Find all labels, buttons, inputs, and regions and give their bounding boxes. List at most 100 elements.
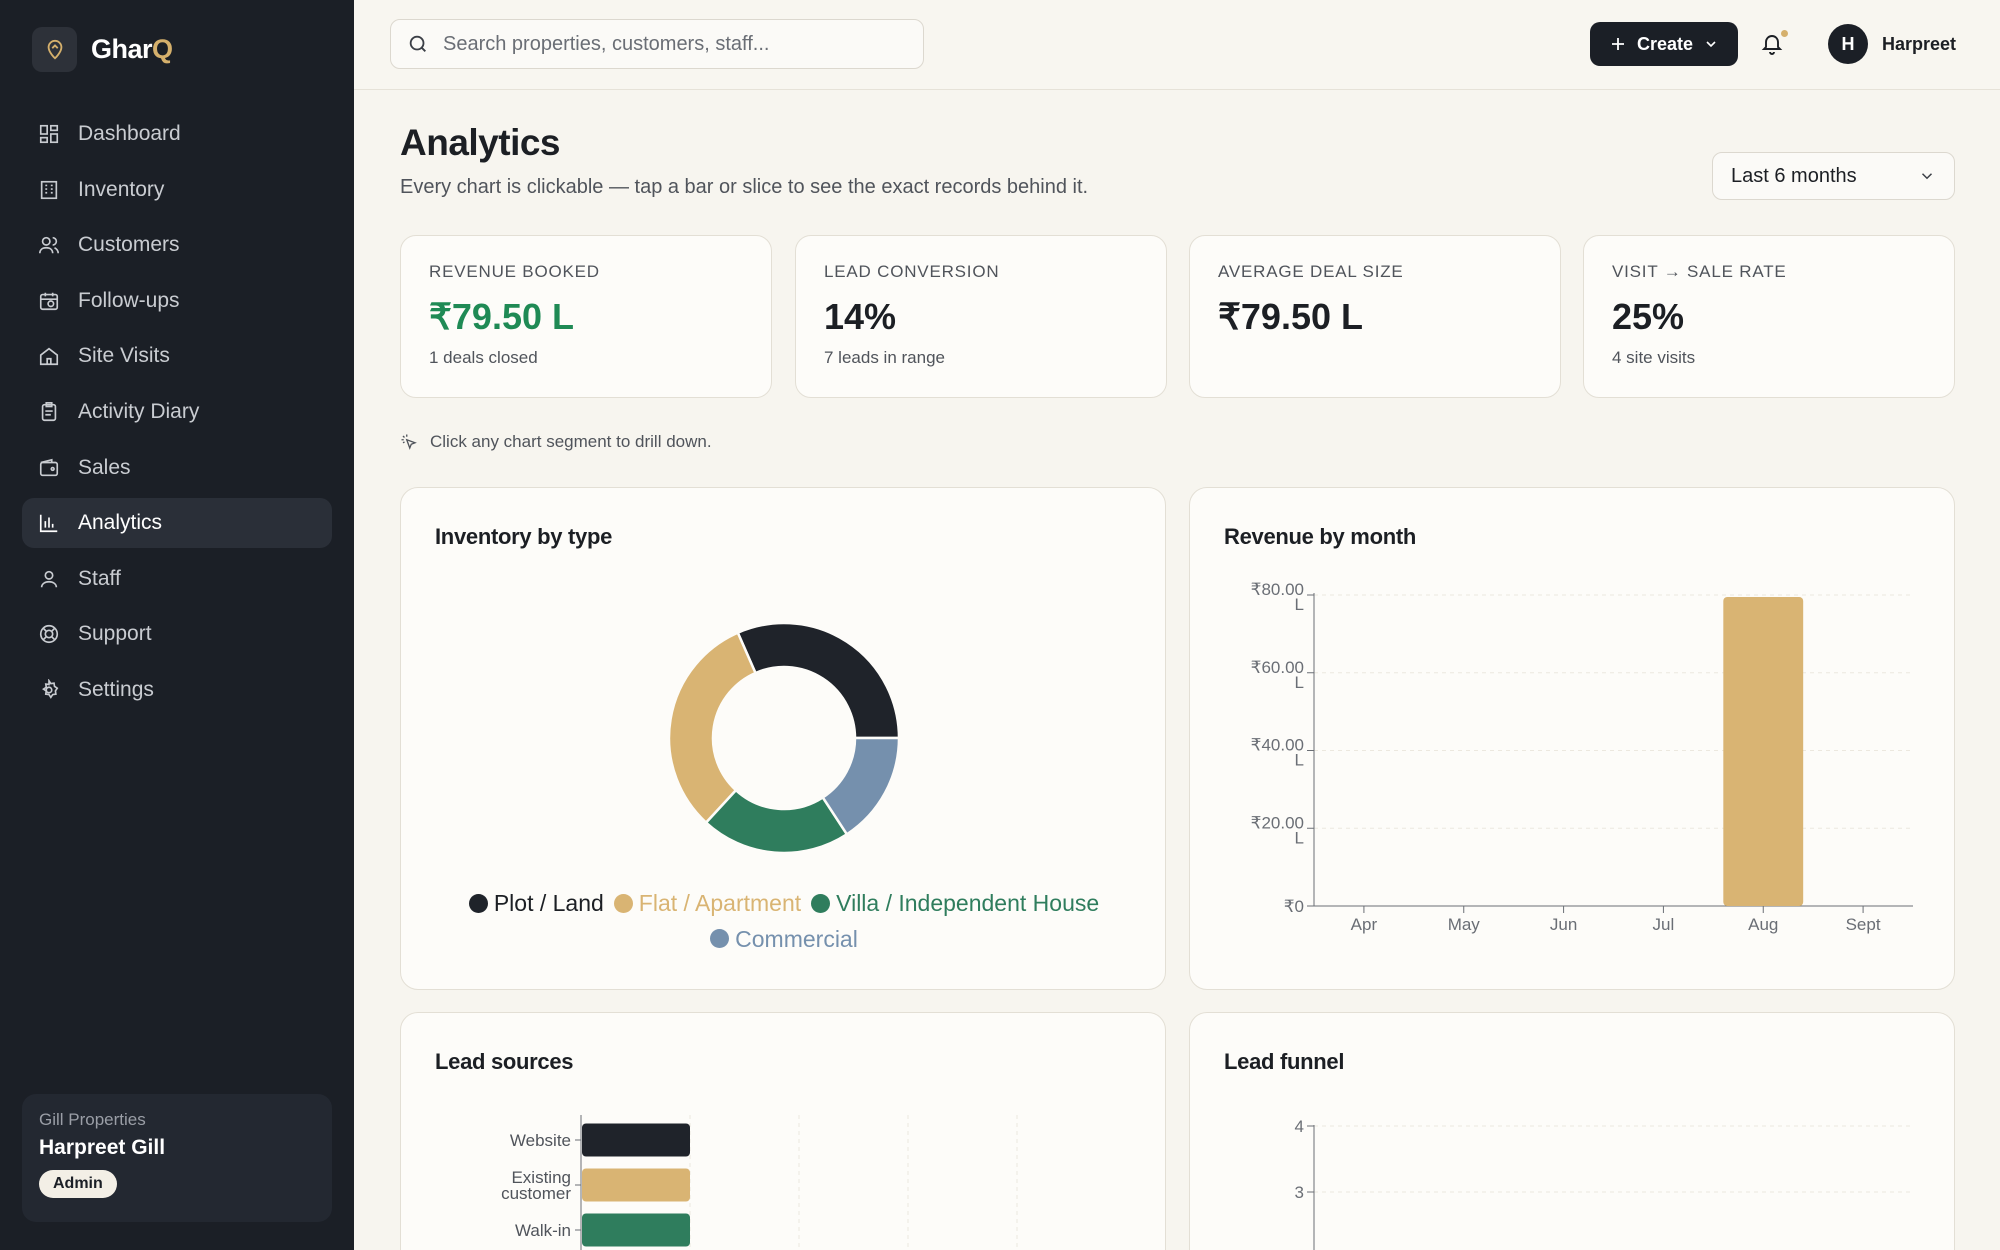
search-box[interactable] [390, 19, 924, 69]
topbar: Create H Harpreet [354, 0, 2000, 90]
card-title: Inventory by type [435, 524, 613, 549]
x-tick-label: Aug [1748, 915, 1778, 934]
sidebar-item-label: Settings [78, 677, 154, 701]
sidebar-item-sales[interactable]: Sales [22, 443, 332, 493]
page-subtitle: Every chart is clickable — tap a bar or … [400, 176, 1089, 198]
clipboard-icon [41, 401, 57, 422]
kpi-value: ₹79.50 L [1218, 296, 1363, 337]
sidebar-item-follow-ups[interactable]: Follow-ups [22, 276, 332, 326]
notifications-button[interactable] [1760, 30, 1788, 58]
card-title: Lead funnel [1224, 1049, 1345, 1074]
bell-icon [1761, 35, 1783, 55]
sidebar-item-site-visits[interactable]: Site Visits [22, 331, 332, 381]
kpi-label: AVERAGE DEAL SIZE [1218, 262, 1404, 281]
sidebar-item-label: Inventory [78, 177, 165, 201]
legend-item-plot-land[interactable]: Plot / Land [468, 886, 604, 920]
kpi-value: ₹79.50 L [429, 296, 574, 337]
card-title: Lead sources [435, 1049, 574, 1074]
bar-aug[interactable] [1723, 596, 1804, 906]
y-tick-label: ₹20.00 L [1251, 813, 1304, 847]
kpi-label: VISIT → SALE RATE [1612, 262, 1787, 281]
donut-slice-flat-apartment[interactable] [667, 631, 758, 825]
bar-website[interactable] [582, 1123, 690, 1157]
kpi-subtext: 4 site visits [1612, 348, 1696, 367]
sidebar-item-inventory[interactable]: Inventory [22, 165, 332, 215]
sidebar-item-label: Dashboard [78, 122, 181, 145]
org-card[interactable]: Gill Properties Harpreet Gill Admin [22, 1094, 332, 1222]
sidebar-item-label: Follow-ups [78, 288, 180, 312]
sidebar-item-label: Site Visits [78, 344, 170, 368]
brand[interactable]: GharQ [32, 27, 173, 72]
x-tick-label: Jun [1550, 915, 1577, 934]
sidebar-item-label: Activity Diary [78, 399, 200, 423]
gear-icon [42, 678, 59, 699]
sidebar-item-label: Staff [78, 566, 121, 590]
card-title: Revenue by month [1224, 524, 1417, 549]
search-icon [409, 35, 426, 52]
x-tick-label: Jul [1653, 915, 1675, 934]
kpi-subtext: 7 leads in range [824, 348, 945, 367]
y-tick-label: ₹40.00 L [1251, 736, 1304, 770]
y-tick-label: Existing customer [501, 1168, 571, 1203]
lead-sources-card: Lead sources Website Existing customer Walk… [400, 1012, 1166, 1250]
date-range-select[interactable]: Last 6 months [1712, 152, 1955, 200]
chevron-down-icon [1921, 173, 1933, 180]
legend-item-commercial[interactable]: Commercial [710, 922, 858, 956]
legend-item-flat-apartment[interactable]: Flat / Apartment [613, 886, 802, 920]
sidebar-item-analytics[interactable]: Analytics [22, 498, 332, 549]
sidebar-item-customers[interactable]: Customers [22, 220, 332, 270]
kpi-label: REVENUE BOOKED [429, 262, 600, 281]
sidebar-item-label: Customers [78, 233, 180, 257]
users-icon [39, 237, 59, 254]
pointer-click-icon [401, 434, 417, 450]
sidebar-item-label: Sales [78, 455, 131, 479]
sidebar-item-support[interactable]: Support [22, 609, 332, 659]
user-menu[interactable]: H Harpreet [1828, 24, 1956, 64]
avatar: H [1828, 24, 1868, 64]
legend-swatch [613, 893, 633, 913]
plus-icon [1611, 38, 1624, 50]
drilldown-hint: Click any chart segment to drill down. [400, 432, 712, 452]
inventory-legend: Plot / Land Flat / Apartment Villa / Indep… [401, 886, 1165, 957]
legend-item-villa-independent-house[interactable]: Villa / Independent House [811, 886, 1099, 920]
sidebar-nav: Dashboard Inventory Customers Follow-ups… [22, 109, 332, 721]
chevron-down-icon [1706, 41, 1716, 48]
building-icon [40, 180, 58, 199]
y-tick-label: ₹0 [1284, 897, 1304, 916]
donut-slice-plot-land[interactable] [736, 621, 901, 740]
logo-icon [32, 27, 77, 72]
sidebar-item-settings[interactable]: Settings [22, 665, 332, 715]
home-icon [39, 347, 59, 366]
y-tick-label: Website [510, 1131, 571, 1150]
kpi-card-average-deal-size[interactable]: AVERAGE DEAL SIZE ₹79.50 L [1189, 235, 1561, 398]
lifebuoy-icon [39, 625, 59, 644]
kpi-card-revenue[interactable]: REVENUE BOOKED ₹79.50 L 1 deals closed [400, 235, 772, 398]
bar-existing-customer[interactable] [582, 1168, 690, 1202]
inventory-by-type-card: Inventory by type Plot / Land Flat / Apar… [400, 487, 1166, 990]
lead-sources-bar-chart: Website Existing customer Walk-in [501, 1115, 1018, 1250]
legend-label: Plot / Land [493, 890, 604, 916]
search-input[interactable] [443, 32, 903, 56]
role-badge: Admin [39, 1170, 117, 1198]
create-button[interactable]: Create [1590, 22, 1738, 66]
sidebar-item-staff[interactable]: Staff [22, 554, 332, 604]
bar-chart-icon [39, 514, 58, 533]
org-name: Gill Properties [39, 1110, 146, 1129]
y-tick-label: ₹80.00 L [1251, 580, 1304, 614]
kpi-card-visit-sale-rate[interactable]: VISIT → SALE RATE 25% 4 site visits [1583, 235, 1955, 398]
calendar-clock-icon [39, 292, 59, 310]
donut-slice-commercial[interactable] [821, 736, 901, 837]
legend-swatch [468, 893, 488, 913]
legend-label: Flat / Apartment [638, 890, 802, 916]
sidebar-item-activity-diary[interactable]: Activity Diary [22, 387, 332, 437]
bar-walk-in[interactable] [582, 1213, 690, 1247]
sidebar-item-label: Analytics [78, 511, 163, 535]
revenue-bar-chart: ₹0 ₹20.00 L ₹40.00 L ₹60.00 L ₹80.00 L Apr May Jun J… [1251, 580, 1913, 934]
y-tick-label: Walk-in [515, 1221, 571, 1240]
legend-swatch [710, 929, 730, 948]
kpi-card-lead-conversion[interactable]: LEAD CONVERSION 14% 7 leads in range [795, 235, 1167, 398]
sidebar: GharQ Dashboard Inventory Customers Foll… [0, 0, 354, 1250]
sidebar-item-dashboard[interactable]: Dashboard [22, 109, 332, 159]
y-tick-label: ₹60.00 L [1251, 658, 1304, 692]
